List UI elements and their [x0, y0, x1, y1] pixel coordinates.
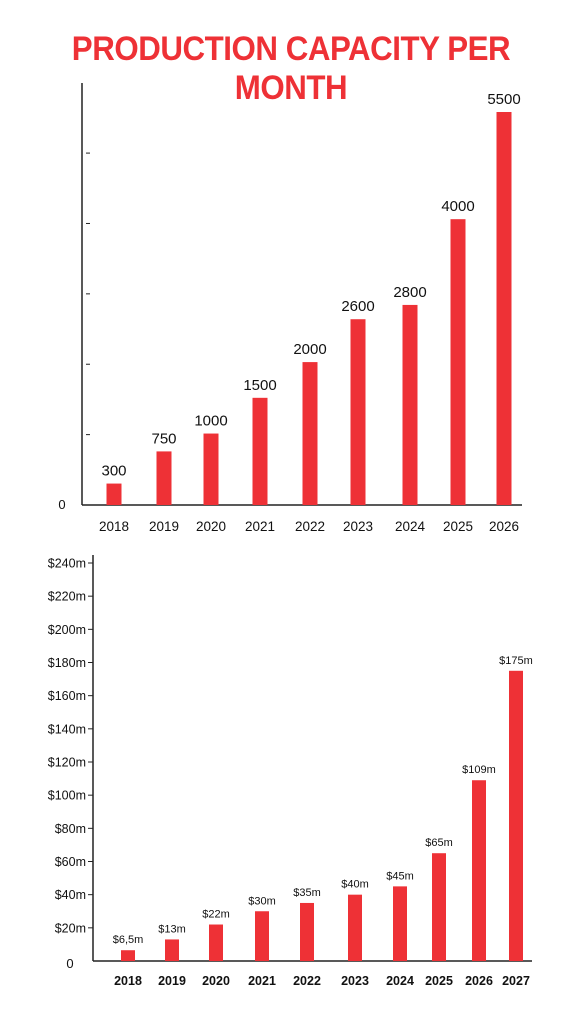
x-tick-label: 2020	[202, 974, 230, 988]
bar	[209, 924, 223, 961]
y-tick-label: $180m	[48, 656, 86, 670]
x-tick-label: 2025	[443, 519, 473, 534]
data-label: 1500	[243, 377, 276, 394]
y-tick-label: $60m	[55, 855, 86, 869]
y-zero-label: 0	[66, 956, 73, 971]
data-label: $109m	[462, 764, 496, 776]
x-tick-label: 2027	[502, 974, 530, 988]
data-label: $40m	[341, 879, 369, 891]
x-tick-label: 2020	[196, 519, 226, 534]
x-tick-label: 2023	[343, 519, 373, 534]
data-label: 4000	[441, 198, 474, 215]
x-tick-label: 2022	[293, 974, 321, 988]
y-tick-label: $140m	[48, 722, 86, 736]
data-label: $45m	[386, 870, 414, 882]
bar	[496, 112, 512, 505]
y-tick-label: $40m	[55, 888, 86, 902]
data-label: $35m	[293, 887, 321, 899]
data-label: $65m	[425, 837, 453, 849]
bar	[393, 886, 407, 961]
bar	[348, 894, 362, 961]
y-zero-label: 0	[58, 497, 65, 512]
x-tick-label: 2018	[114, 974, 142, 988]
x-tick-label: 2022	[295, 519, 325, 534]
y-tick-label: $220m	[48, 590, 86, 604]
x-tick-label: 2019	[149, 519, 179, 534]
y-tick-label: $160m	[48, 689, 86, 703]
y-tick-label: $20m	[55, 921, 86, 935]
bar	[156, 451, 172, 505]
x-tick-label: 2024	[386, 974, 414, 988]
x-tick-label: 2026	[465, 974, 493, 988]
x-tick-label: 2018	[99, 519, 129, 534]
data-label: 1000	[194, 413, 227, 430]
y-tick-label: $200m	[48, 623, 86, 637]
data-label: 2000	[293, 341, 326, 358]
bar	[472, 780, 486, 961]
x-tick-label: 2021	[245, 519, 275, 534]
bar	[165, 939, 179, 961]
data-label: $175m	[499, 655, 533, 667]
data-label: 750	[151, 430, 176, 447]
bar	[509, 670, 523, 961]
data-label: $22m	[202, 909, 230, 921]
bar	[106, 483, 122, 505]
data-label: $13m	[158, 923, 186, 935]
data-label: 2800	[393, 284, 426, 301]
data-label: $6,5m	[113, 934, 144, 946]
bar	[203, 433, 219, 505]
x-tick-label: 2021	[248, 974, 276, 988]
bar	[432, 853, 446, 961]
x-tick-label: 2019	[158, 974, 186, 988]
bar	[255, 911, 269, 961]
y-tick-label: $80m	[55, 822, 86, 836]
data-label: 300	[101, 463, 126, 480]
data-label: 2600	[341, 298, 374, 315]
bar	[121, 950, 135, 961]
bar	[450, 219, 466, 505]
data-label: 5500	[487, 91, 520, 108]
y-tick-label: $120m	[48, 756, 86, 770]
bar	[300, 902, 314, 961]
y-tick-label: $240m	[48, 557, 86, 571]
capacity-chart: 0 300 2018 750 2019 1000 2020 1500 2021 2000 2022 2…	[58, 83, 522, 534]
bar	[402, 304, 418, 505]
x-tick-label: 2023	[341, 974, 369, 988]
bar	[252, 397, 268, 505]
bar	[302, 362, 318, 505]
x-tick-label: 2024	[395, 519, 426, 534]
x-tick-label: 2025	[425, 974, 453, 988]
bar	[350, 319, 366, 505]
y-tick-label: $100m	[48, 789, 86, 803]
data-label: $30m	[248, 895, 276, 907]
chart-title: PRODUCTION CAPACITY PER MONTH	[71, 30, 511, 107]
x-tick-label: 2026	[489, 519, 519, 534]
